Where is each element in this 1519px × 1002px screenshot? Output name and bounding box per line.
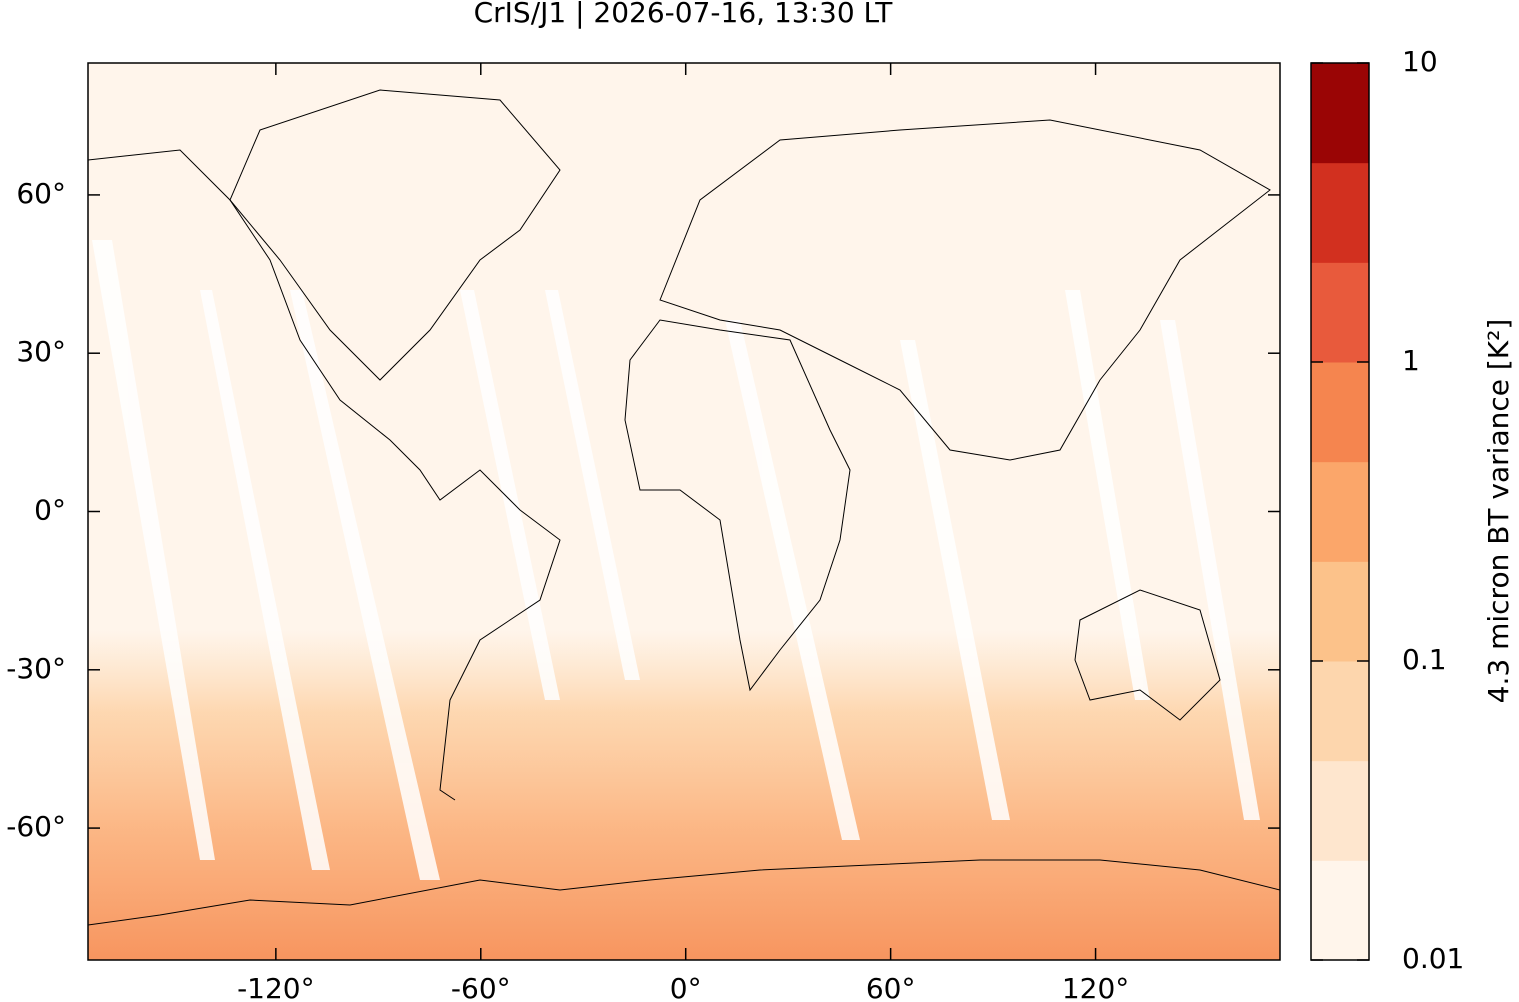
- colorbar-band: [1311, 162, 1369, 263]
- colorbar-label: 4.3 micron BT variance [K²]: [1482, 319, 1515, 704]
- colorbar-band: [1311, 362, 1369, 463]
- x-tick-label: 120°: [1062, 972, 1129, 1002]
- colorbar-band: [1311, 63, 1369, 164]
- colorbar-band: [1311, 760, 1369, 861]
- x-tick-label: 60°: [866, 972, 916, 1002]
- colorbar-band: [1311, 561, 1369, 662]
- colorbar-tick-label: 10: [1402, 45, 1438, 78]
- colorbar-tick-label: 0.01: [1402, 942, 1464, 975]
- colorbar-band: [1311, 461, 1369, 562]
- x-tick-label: -60°: [451, 972, 511, 1002]
- colorbar-frame: [1310, 62, 1370, 961]
- y-tick-label: 60°: [16, 177, 66, 210]
- y-tick-label: 30°: [16, 335, 66, 368]
- map-field: [88, 63, 1280, 960]
- colorbar-tick-label: 0.1: [1402, 643, 1447, 676]
- x-tick-label: 0°: [670, 972, 702, 1002]
- y-tick-label: -30°: [6, 652, 66, 685]
- x-tick-label: -120°: [237, 972, 315, 1002]
- colorbar-band: [1311, 860, 1369, 961]
- y-tick-label: 0°: [34, 494, 66, 527]
- colorbar-band: [1311, 262, 1369, 363]
- colorbar-band: [1311, 661, 1369, 762]
- chart-title: CrIS/J1 | 2026-07-16, 13:30 LT: [474, 0, 894, 29]
- colorbar-tick-label: 1: [1402, 344, 1420, 377]
- y-tick-label: -60°: [6, 810, 66, 843]
